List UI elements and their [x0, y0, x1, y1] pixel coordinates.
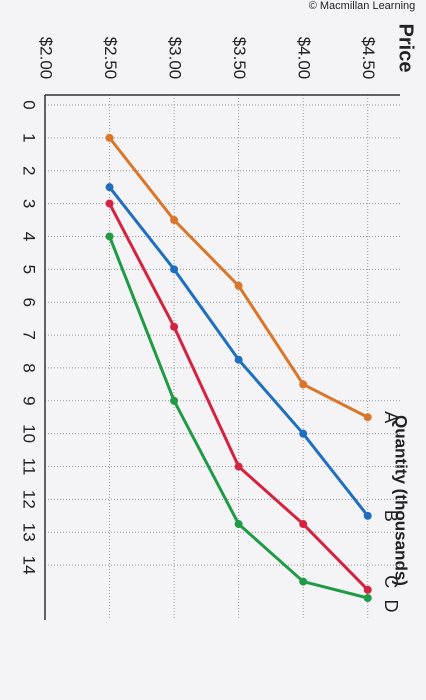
x-tick-label: 3 [20, 199, 39, 208]
point [234, 281, 243, 290]
y-tick-label: $3.00 [166, 37, 185, 80]
y-tick-label: $4.50 [359, 37, 378, 80]
credit: © Macmillan Learning [309, 0, 416, 12]
x-tick-label: 7 [20, 330, 39, 339]
x-tick-label: 4 [20, 232, 39, 241]
point [363, 594, 372, 602]
point [170, 322, 179, 331]
y-tick-label: $2.50 [101, 37, 120, 80]
point [299, 520, 308, 529]
point [105, 183, 114, 192]
y-tick-label: $2.00 [37, 37, 56, 80]
point [363, 511, 372, 520]
x-tick-label: 6 [20, 297, 39, 306]
point [234, 462, 243, 471]
x-tick-label: 10 [20, 424, 39, 443]
x-tick-label: 2 [20, 166, 39, 175]
x-tick-label: 9 [20, 396, 39, 405]
point [105, 232, 114, 241]
legend-label: D [381, 600, 401, 613]
x-tick-label: 8 [20, 363, 39, 372]
point [234, 355, 243, 364]
point [105, 133, 114, 142]
x-tick-label: 0 [20, 100, 39, 109]
legend-label: C [381, 575, 401, 588]
point [299, 577, 308, 586]
y-axis-label: Price [395, 24, 417, 73]
point [105, 199, 114, 208]
x-tick-label: 1 [20, 133, 39, 142]
point [234, 520, 243, 529]
point [363, 413, 372, 422]
point [170, 216, 179, 225]
x-tick-label: 13 [20, 523, 39, 542]
point [363, 585, 372, 594]
x-tick-label: 12 [20, 490, 39, 509]
x-tick-label: 5 [20, 265, 39, 274]
point [170, 265, 179, 274]
point [299, 429, 308, 438]
point [299, 380, 308, 389]
y-tick-label: $4.00 [295, 37, 314, 80]
x-axis-label: Quantity (thousands) [392, 415, 411, 586]
x-tick-label: 14 [20, 556, 39, 575]
legend-label: A [381, 411, 401, 423]
x-tick-label: 11 [20, 458, 39, 476]
point [170, 396, 179, 405]
y-tick-label: $3.50 [230, 37, 249, 80]
legend-label: B [381, 510, 401, 522]
